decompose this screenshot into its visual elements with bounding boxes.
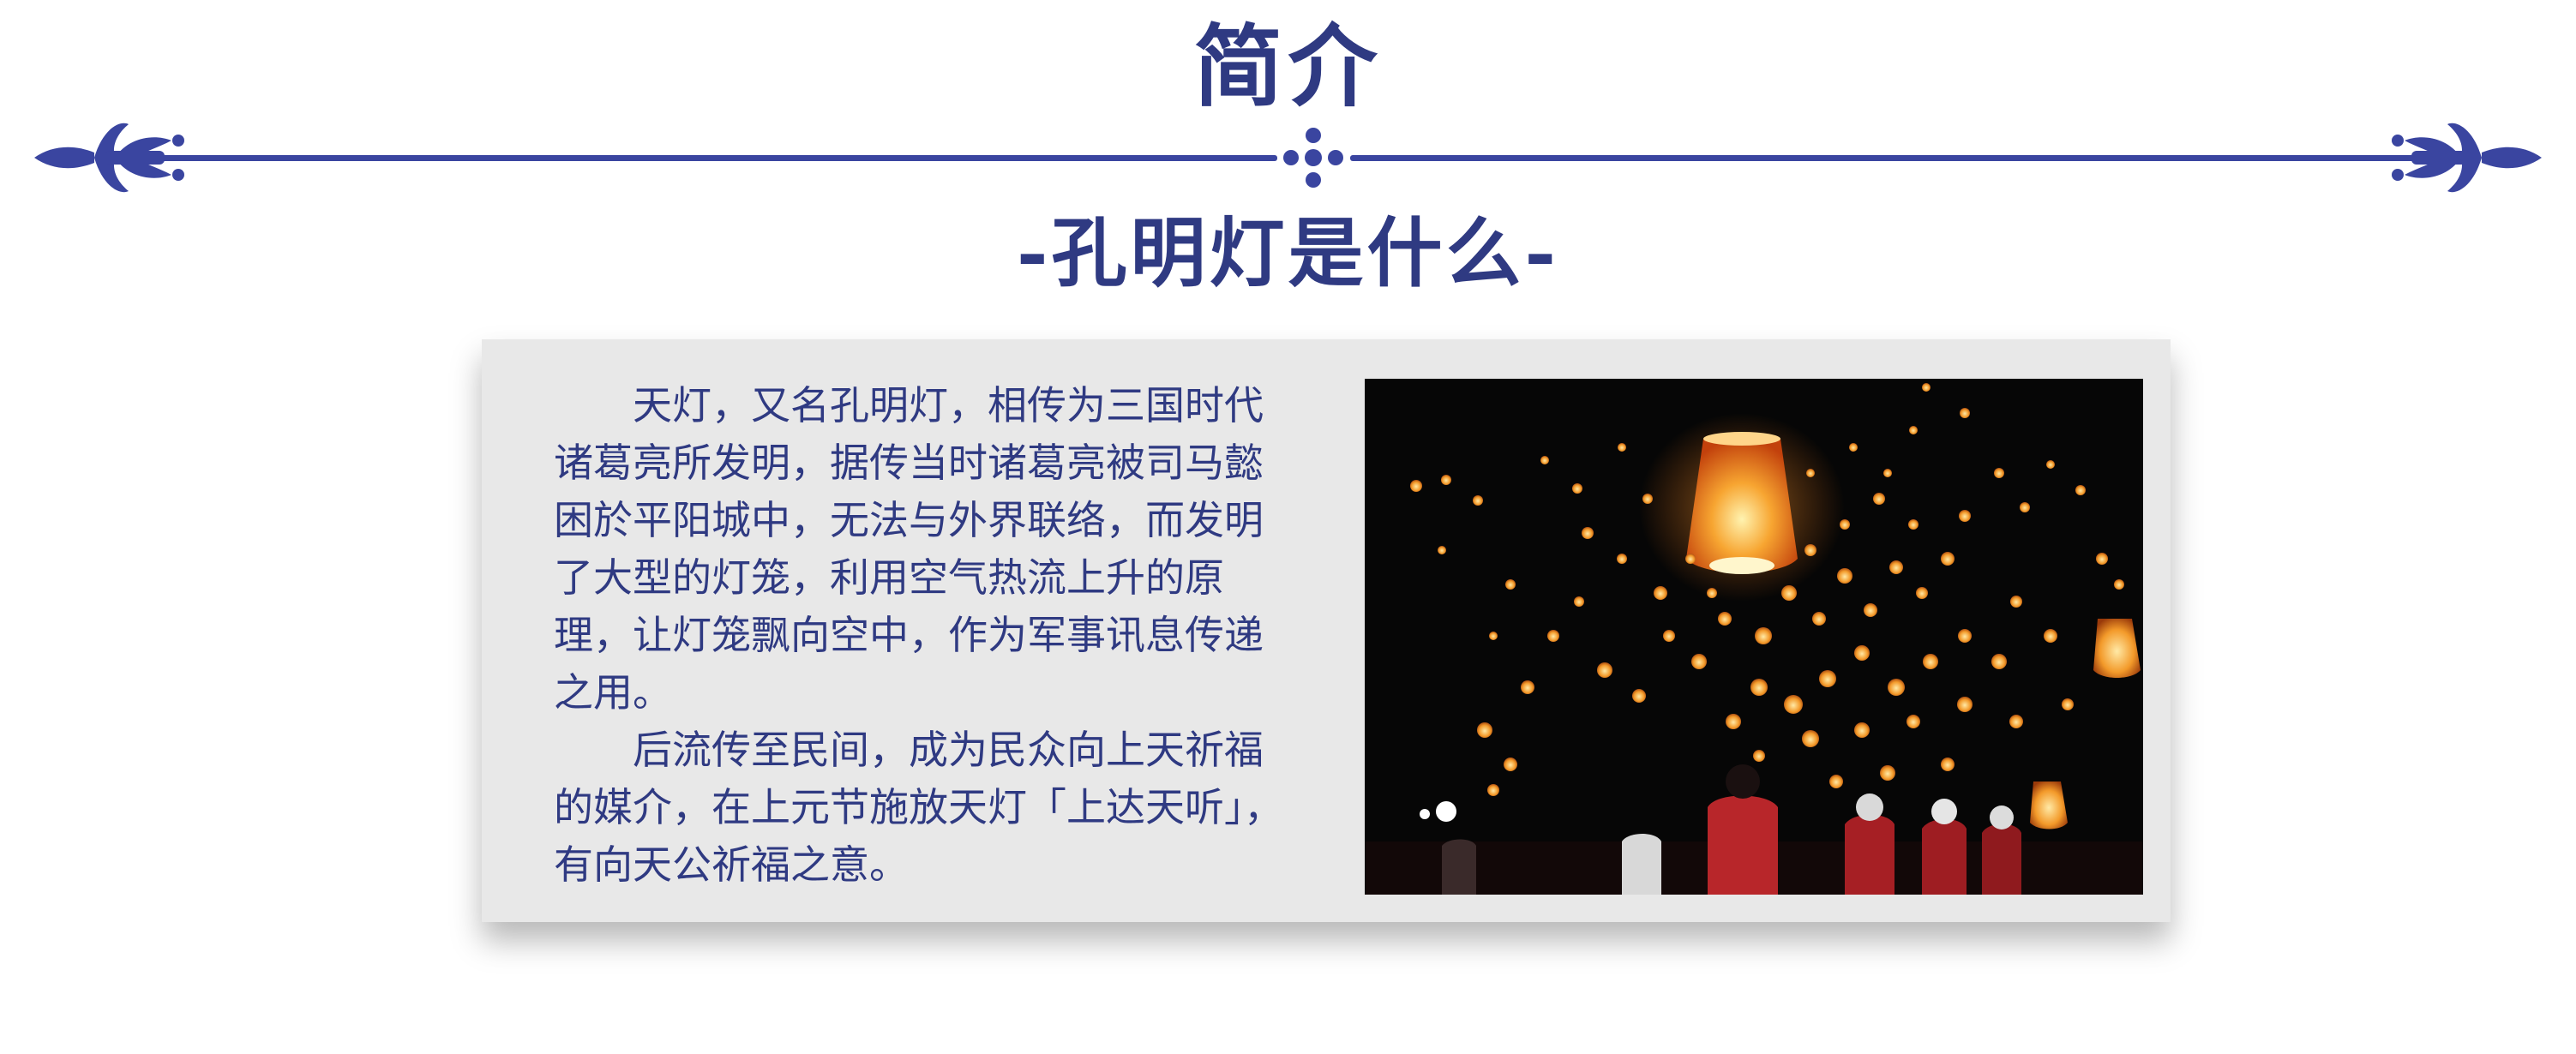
content-card: 天灯，又名孔明灯，相传为三国时代诸葛亮所发明，据传当时诸葛亮被司马懿困於平阳城中… xyxy=(482,339,2171,922)
right-fleur-icon xyxy=(2392,123,2542,193)
paragraph-2: 后流传至民间，成为民众向上天祈福的媒介，在上元节施放天灯「上达天听」，有向天公祈… xyxy=(554,727,1283,888)
small-lanterns xyxy=(1410,383,2124,796)
lantern-scene xyxy=(1365,379,2143,895)
paragraph-1: 天灯，又名孔明灯，相传为三国时代诸葛亮所发明，据传当时诸葛亮被司马懿困於平阳城中… xyxy=(554,382,1264,716)
page-title: 简介 xyxy=(1193,14,1383,119)
ornamental-divider xyxy=(34,123,2542,193)
crowd xyxy=(1365,764,2143,895)
left-fleur-icon xyxy=(34,123,184,193)
sky-lanterns-photo xyxy=(1365,379,2143,895)
body-text: 天灯，又名孔明灯，相传为三国时代诸葛亮所发明，据传当时诸葛亮被司马懿困於平阳城中… xyxy=(554,377,1291,894)
section-subtitle: -孔明灯是什么- xyxy=(1016,208,1560,297)
